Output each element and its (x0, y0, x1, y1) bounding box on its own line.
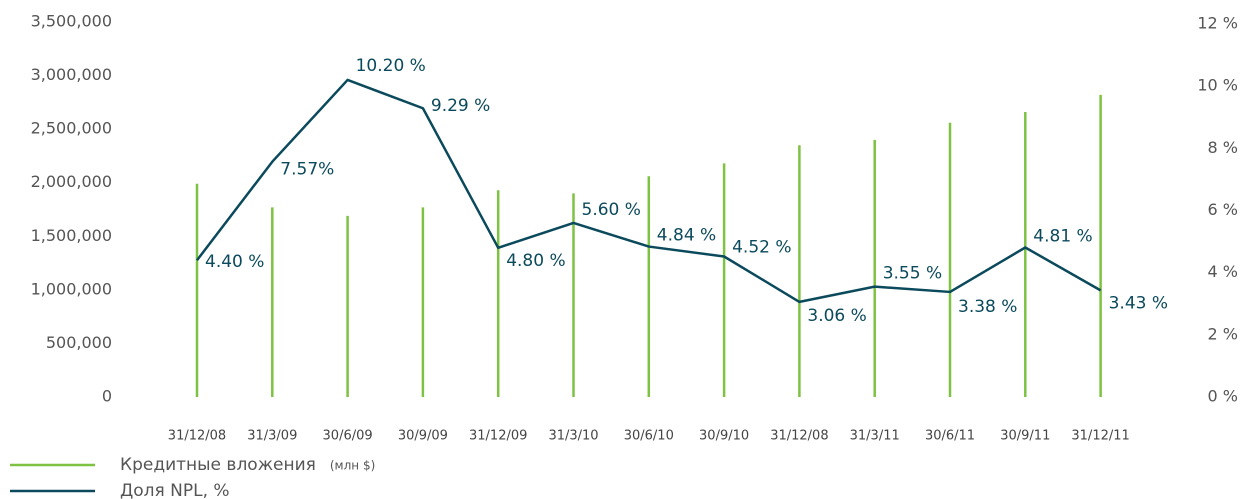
legend-note: (млн $) (330, 459, 375, 473)
value-label: 10.20 % (356, 56, 426, 76)
y-tick-label: 3,000,000 (31, 65, 112, 84)
value-label: 4.52 % (732, 238, 791, 258)
value-label: 3.43 % (1109, 293, 1168, 313)
y2-tick-label: 10 % (1197, 76, 1238, 95)
y-tick-label: 3,500,000 (31, 12, 112, 31)
x-tick-label: 31/12/09 (469, 429, 527, 444)
x-tick-label: 30/6/11 (925, 429, 975, 444)
y2-tick-label: 0 % (1208, 387, 1238, 406)
line (196, 78, 1102, 304)
x-tick-label: 30/9/10 (699, 429, 749, 444)
y-tick-label: 2,000,000 (31, 172, 112, 191)
x-tick-label: 31/3/11 (850, 429, 900, 444)
y-tick-label: 0 (102, 387, 112, 406)
y2-tick-label: 6 % (1208, 200, 1238, 219)
y-tick-label: 500,000 (46, 333, 112, 352)
value-label: 3.38 % (958, 297, 1017, 317)
legend-label: Доля NPL, % (120, 481, 230, 499)
y2-tick-label: 8 % (1208, 138, 1238, 157)
x-tick-label: 30/6/10 (624, 429, 674, 444)
value-label: 5.60 % (582, 200, 641, 220)
x-tick-label: 30/9/11 (1000, 429, 1050, 444)
x-tick-label: 30/6/09 (323, 429, 373, 444)
y2-tick-label: 2 % (1208, 324, 1238, 343)
value-label: 7.57% (280, 160, 334, 180)
x-tick-label: 31/3/09 (247, 429, 297, 444)
y-tick-label: 1,500,000 (31, 226, 112, 245)
x-tick-label: 31/12/08 (168, 429, 226, 444)
x-tick-label: 31/12/08 (770, 429, 828, 444)
x-tick-label: 31/12/11 (1071, 429, 1129, 444)
legend-label: Кредитные вложения (120, 455, 316, 475)
value-label: 3.55 % (883, 264, 942, 284)
value-label: 9.29 % (431, 96, 490, 116)
x-tick-label: 30/9/09 (398, 429, 448, 444)
value-label: 4.81 % (1033, 226, 1092, 246)
y-tick-label: 1,000,000 (31, 279, 112, 298)
y2-tick-label: 4 % (1208, 262, 1238, 281)
y2-tick-label: 12 % (1197, 14, 1238, 33)
value-label: 4.40 % (205, 252, 264, 272)
value-label: 4.84 % (657, 226, 716, 246)
value-label: 4.80 % (506, 251, 565, 271)
x-tick-label: 31/3/10 (548, 429, 598, 444)
value-label: 3.06 % (807, 306, 866, 326)
y-tick-label: 2,500,000 (31, 119, 112, 138)
